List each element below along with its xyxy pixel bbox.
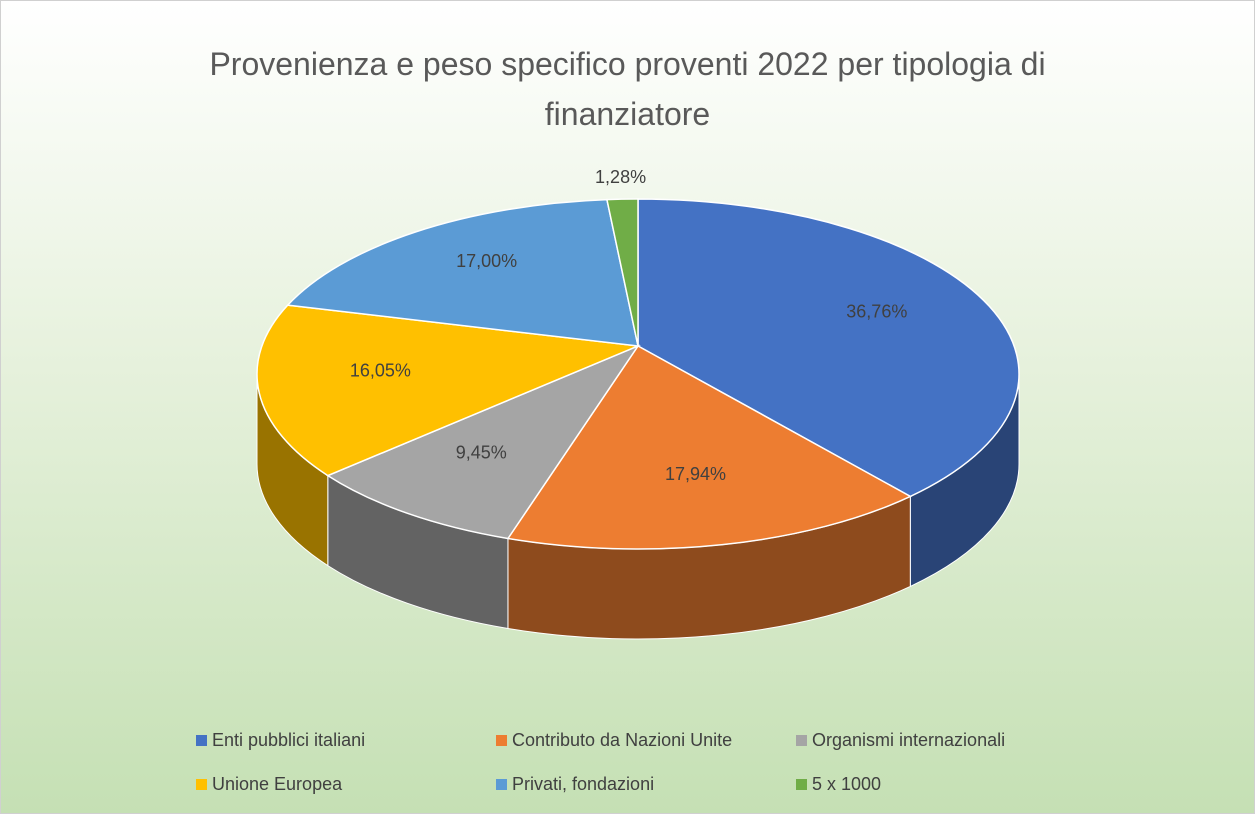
legend-label: 5 x 1000 [812, 773, 882, 794]
legend-label: Organismi internazionali [812, 729, 1006, 750]
data-label: 9,45% [456, 442, 507, 462]
data-label: 17,94% [665, 464, 726, 484]
data-label: 36,76% [846, 302, 907, 322]
slice [286, 198, 639, 347]
legend-label: Contributo da Nazioni Unite [512, 729, 733, 750]
slice [326, 344, 641, 540]
legend-swatch [796, 778, 807, 790]
slice [256, 304, 641, 477]
legend-item: Contributo da Nazioni Unite [496, 727, 796, 753]
legend-swatch [796, 734, 807, 746]
legend-item: 5 x 1000 [796, 771, 1096, 797]
legend-item: Organismi internazionali [796, 727, 1096, 753]
legend-label: Unione Europea [212, 773, 343, 794]
slice [506, 345, 912, 550]
legend-label: Enti pubblici italiani [212, 729, 366, 750]
slice [637, 198, 1020, 498]
data-label: 17,00% [456, 251, 517, 271]
legend: Enti pubblici italiani Contributo da Nazi… [196, 727, 1096, 797]
slice [606, 198, 639, 347]
legend-swatch [196, 734, 207, 746]
legend-item: Unione Europea [196, 771, 496, 797]
legend-label: Privati, fondazioni [512, 773, 655, 794]
legend-swatch [496, 734, 507, 746]
legend-swatch [196, 778, 207, 790]
legend-item: Privati, fondazioni [496, 771, 796, 797]
data-label: 1,28% [595, 167, 646, 187]
legend-swatch [496, 778, 507, 790]
legend-item: Enti pubblici italiani [196, 727, 496, 753]
data-label: 16,05% [350, 361, 411, 381]
chart-title: Provenienza e peso specifico proventi 20… [209, 46, 1046, 132]
